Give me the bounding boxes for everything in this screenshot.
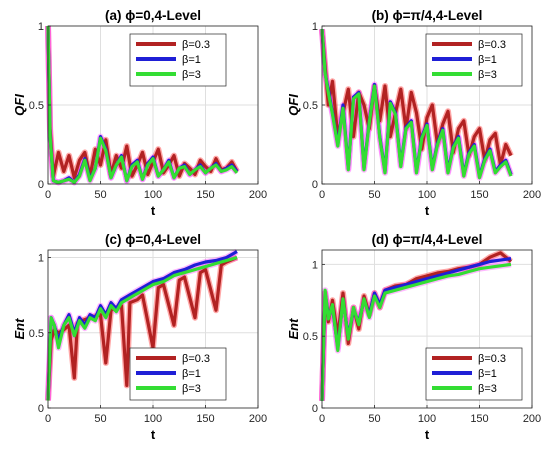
series-line-1 <box>46 256 238 401</box>
series-line-3 <box>320 262 512 401</box>
legend: β=0.3 β=1 β=3 <box>425 33 523 87</box>
x-tick-label: 50 <box>94 413 106 425</box>
y-tick-label: 0.5 <box>29 328 44 340</box>
legend-entry: β=1 <box>478 368 497 380</box>
legend-entry: β=0.3 <box>478 39 506 51</box>
chart-title: (d) ϕ=π/4,4-Level <box>372 232 483 247</box>
x-axis-label: t <box>425 203 430 218</box>
chart-title: (b) ϕ=π/4,4-Level <box>372 8 483 23</box>
y-axis-label: QFI <box>12 94 27 116</box>
legend-entry: β=1 <box>182 368 201 380</box>
series-line-3 <box>46 25 239 184</box>
y-tick-label: 1 <box>38 21 44 33</box>
x-tick-label: 0 <box>45 413 51 425</box>
legend-entry: β=0.3 <box>182 39 210 51</box>
chart-panel-3: 0 50 100 150 200 0 0.5 1 (c) ϕ=0,4-Level t Ent β=0.… <box>12 232 267 442</box>
legend-entry: β=3 <box>182 69 201 81</box>
x-tick-label: 100 <box>144 189 162 201</box>
legend-entry: β=1 <box>478 54 497 66</box>
x-tick-label: 0 <box>45 189 51 201</box>
y-tick-label: 0 <box>312 403 318 415</box>
x-axis-label: t <box>151 427 156 442</box>
series-line-3 <box>320 29 513 180</box>
legend-entry: β=1 <box>182 54 201 66</box>
x-tick-label: 100 <box>418 413 436 425</box>
y-axis-label: Ent <box>12 318 27 340</box>
chart-panel-4: 0 50 100 150 200 0 0.5 1 (d) ϕ=π/4,4-Level t Ent β=… <box>286 232 541 442</box>
series-line-3 <box>46 255 238 401</box>
x-tick-label: 50 <box>94 189 106 201</box>
chart-panel-1: 0 50 100 150 200 0 0.5 1 (a) ϕ=0,4-Level t QFI β=0.… <box>12 8 267 218</box>
x-axis-label: t <box>151 203 156 218</box>
x-axis-label: t <box>425 427 430 442</box>
legend-entry: β=0.3 <box>182 353 210 365</box>
y-tick-label: 0 <box>312 179 318 191</box>
x-tick-label: 150 <box>196 189 214 201</box>
x-tick-label: 200 <box>249 413 267 425</box>
x-tick-label: 100 <box>418 189 436 201</box>
legend-entry: β=3 <box>182 383 201 395</box>
legend: β=0.3 β=1 β=3 <box>425 347 523 401</box>
y-tick-label: 1 <box>312 259 318 271</box>
legend-entry: β=3 <box>478 69 497 81</box>
series-line-1 <box>46 25 239 180</box>
y-tick-label: 0 <box>38 179 44 191</box>
y-tick-label: 0.5 <box>29 100 44 112</box>
y-tick-label: 1 <box>38 253 44 265</box>
x-tick-label: 50 <box>368 413 380 425</box>
x-tick-label: 50 <box>368 189 380 201</box>
x-tick-label: 150 <box>470 189 488 201</box>
series-line-1 <box>320 29 513 167</box>
x-tick-label: 150 <box>470 413 488 425</box>
y-axis-label: Ent <box>286 318 301 340</box>
x-tick-label: 200 <box>249 189 267 201</box>
chart-title: (a) ϕ=0,4-Level <box>105 8 201 23</box>
x-tick-label: 150 <box>196 413 214 425</box>
y-tick-label: 0.5 <box>303 100 318 112</box>
legend-entry: β=0.3 <box>478 353 506 365</box>
y-tick-label: 0 <box>38 403 44 415</box>
legend: β=0.3 β=1 β=3 <box>129 347 227 401</box>
x-tick-label: 200 <box>523 413 541 425</box>
y-tick-label: 1 <box>312 21 318 33</box>
x-tick-label: 0 <box>319 413 325 425</box>
y-tick-label: 0.5 <box>303 331 318 343</box>
legend-entry: β=3 <box>478 383 497 395</box>
legend: β=0.3 β=1 β=3 <box>129 33 227 87</box>
x-tick-label: 200 <box>523 189 541 201</box>
y-axis-label: QFI <box>286 94 301 116</box>
chart-panel-2: 0 50 100 150 200 0 0.5 1 (b) ϕ=π/4,4-Level t QFI β=… <box>286 8 541 218</box>
x-tick-label: 100 <box>144 413 162 425</box>
chart-title: (c) ϕ=0,4-Level <box>105 232 201 247</box>
x-tick-label: 0 <box>319 189 325 201</box>
